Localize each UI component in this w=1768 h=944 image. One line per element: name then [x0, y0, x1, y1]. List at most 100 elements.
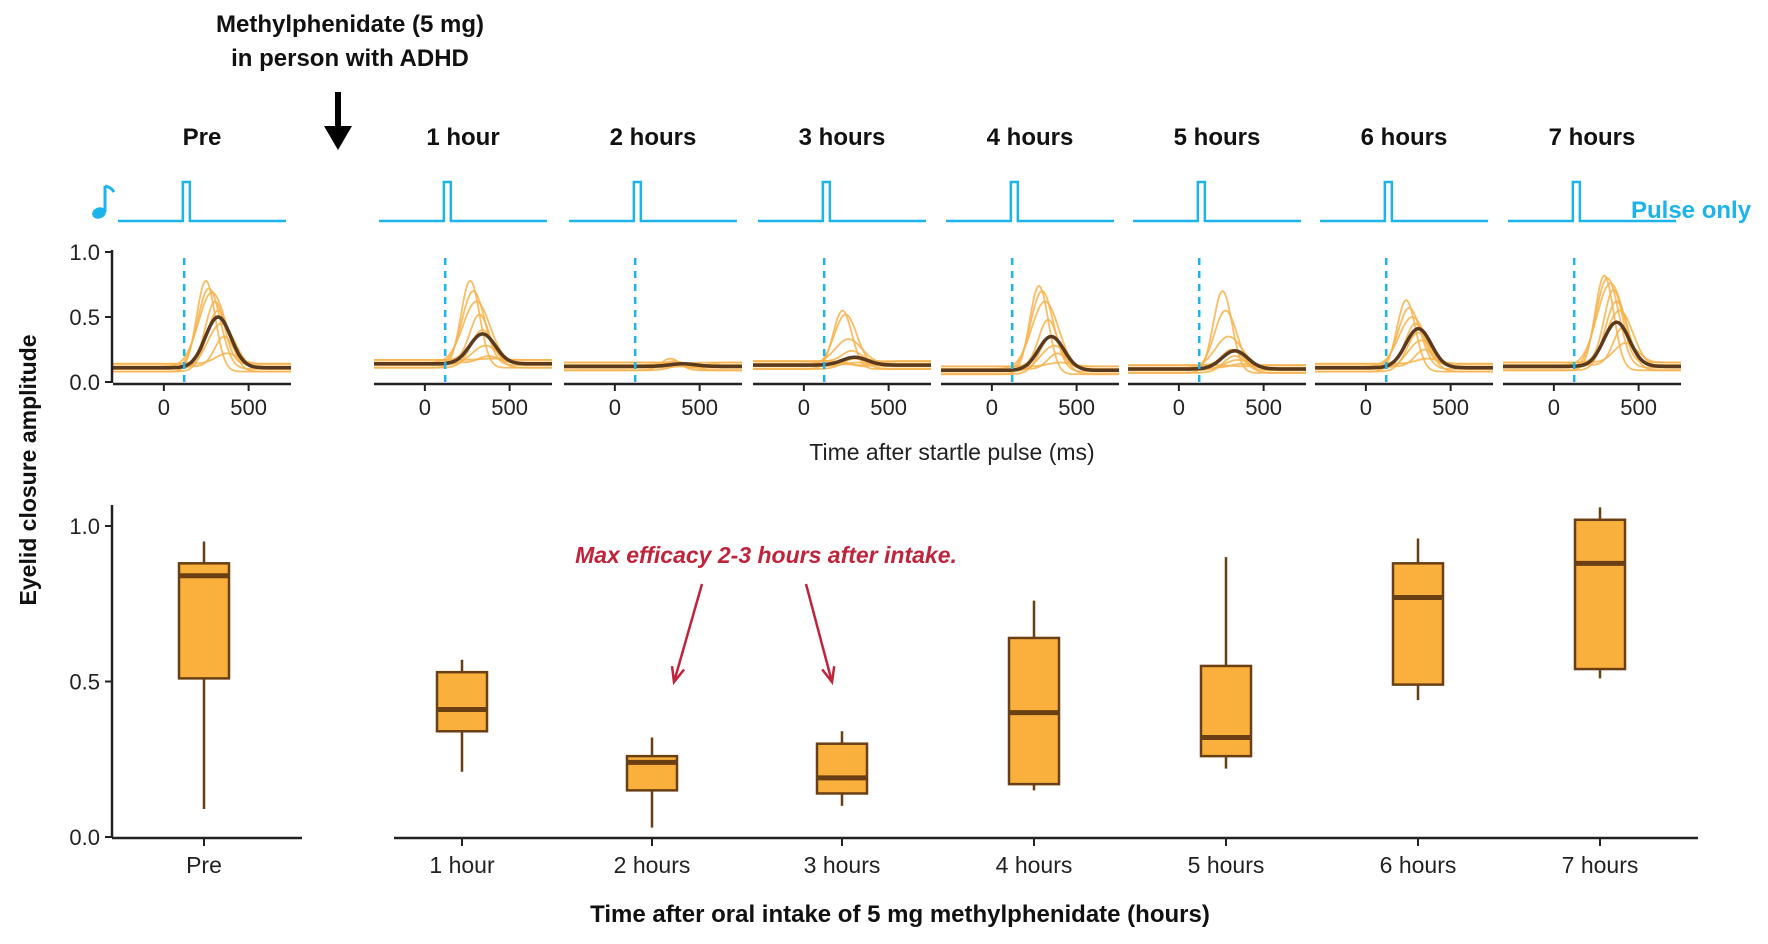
music-note-icon: [92, 184, 116, 219]
individual-trace: [1503, 342, 1681, 364]
trace-panel-2-hours: 0 500: [564, 258, 742, 420]
mean-trace: [1503, 320, 1681, 369]
annotation-text: Max efficacy 2-3 hours after intake.: [575, 542, 957, 568]
x-tick-label: 0: [1360, 395, 1372, 420]
panel-titles: Pre 1 hour 2 hours 3 hours 4 hours 5 hours 6 h…: [183, 124, 1636, 151]
individual-trace: [1503, 300, 1681, 372]
x-tick-label: 500: [230, 395, 267, 420]
individual-trace: [1315, 331, 1493, 373]
x-tick-label: 0: [1173, 395, 1185, 420]
box-x-axis-label: Time after oral intake of 5 mg methylphe…: [590, 901, 1210, 928]
stimulus-pulse-4-hours: [946, 180, 1114, 223]
individual-trace: [941, 361, 1119, 368]
trace-panel-pre: 0 500: [113, 258, 291, 420]
y-tick-label: 1.0: [69, 514, 100, 539]
stimulus-pulse-5-hours: [1133, 180, 1301, 223]
trace-panel-6-hours: 0 500: [1315, 258, 1493, 420]
trace-y-axis: 0.0 0.5 1.0: [69, 240, 114, 395]
box-plot: Pre 1 hour 2 hours 3 hours 4 hours 5 hours 6 h…: [177, 507, 1639, 878]
individual-trace: [1315, 357, 1493, 365]
trace-panel-4-hours: 0 500: [941, 258, 1119, 420]
panel-title-6-hours: 6 hours: [1361, 124, 1448, 151]
x-tick-label: 4 hours: [996, 852, 1073, 878]
box-iqr: [435, 670, 489, 733]
trace-panel-5-hours: 0 500: [1128, 258, 1306, 420]
stimulus-row: [118, 180, 1676, 223]
panel-title-pre: Pre: [183, 124, 222, 151]
annotation: Max efficacy 2-3 hours after intake.: [575, 542, 957, 686]
x-tick-label: 500: [681, 395, 718, 420]
x-tick-label: Pre: [186, 852, 222, 878]
stimulus-pulse-1-hour: [379, 180, 547, 223]
trace-panels: 0 500 0 500 0 500 0 500 0 500 0 500 0 500 0 500: [113, 258, 1681, 420]
mean-trace: [1128, 349, 1306, 371]
mean-trace: [564, 362, 742, 369]
x-tick-label: 500: [1245, 395, 1282, 420]
drug-intake-arrow-icon: [324, 92, 352, 150]
x-tick-label: 0: [419, 395, 431, 420]
box-4-hours: 4 hours: [996, 600, 1073, 878]
drug-title-line2: in person with ADHD: [231, 45, 469, 72]
individual-trace: [564, 364, 742, 372]
x-tick-label: 0: [1548, 395, 1560, 420]
mean-trace: [941, 334, 1119, 373]
x-tick-label: 5 hours: [1188, 852, 1265, 878]
box-2-hours: 2 hours: [614, 737, 691, 878]
individual-trace: [374, 357, 552, 361]
box-iqr: [177, 562, 231, 680]
drug-title-line1: Methylphenidate (5 mg): [216, 11, 484, 38]
mean-trace: [374, 332, 552, 366]
individual-trace: [1315, 299, 1493, 373]
x-tick-label: 1 hour: [429, 852, 495, 878]
y-axis-label: Eyelid closure amplitude: [15, 335, 41, 606]
arrow-3-hours-icon: [804, 583, 834, 683]
box-iqr: [1199, 664, 1253, 758]
x-tick-label: 0: [609, 395, 621, 420]
box-7-hours: 7 hours: [1562, 507, 1639, 878]
x-tick-label: 500: [870, 395, 907, 420]
arrow-2-hours-icon: [672, 583, 704, 683]
x-tick-label: 0: [986, 395, 998, 420]
box-3-hours: 3 hours: [804, 731, 880, 878]
panel-title-5-hours: 5 hours: [1174, 124, 1261, 151]
x-tick-label: 500: [1058, 395, 1095, 420]
x-tick-label: 500: [1432, 395, 1469, 420]
y-tick-label: 0.5: [69, 305, 100, 330]
stimulus-pulse-6-hours: [1320, 180, 1488, 223]
y-tick-label: 0.5: [69, 670, 100, 695]
trace-x-axis-label: Time after startle pulse (ms): [809, 439, 1094, 465]
x-tick-label: 2 hours: [614, 852, 691, 878]
trace-panel-3-hours: 0 500: [753, 258, 931, 420]
panel-title-2-hours: 2 hours: [610, 124, 697, 151]
box-5-hours: 5 hours: [1188, 557, 1265, 878]
individual-trace: [113, 287, 291, 370]
x-tick-label: 7 hours: [1562, 852, 1639, 878]
individual-trace: [1128, 364, 1306, 368]
pulse-only-label: Pulse only: [1631, 197, 1752, 224]
individual-trace: [1315, 316, 1493, 368]
arrow-3-hours-icon-head: [821, 665, 836, 686]
arrow-2-hours-icon-head: [670, 665, 686, 686]
x-tick-label: 500: [1620, 395, 1657, 420]
box-iqr: [1391, 562, 1445, 686]
y-tick-label: 0.0: [69, 370, 100, 395]
panel-title-4-hours: 4 hours: [987, 124, 1074, 151]
individual-trace: [113, 279, 291, 373]
box-1-hour: 1 hour: [429, 659, 495, 878]
individual-trace: [1503, 277, 1681, 369]
panel-title-3-hours: 3 hours: [799, 124, 886, 151]
individual-trace: [1503, 282, 1681, 366]
mean-trace: [1315, 326, 1493, 370]
box-plot-axes: 0.0 0.5 1.0: [69, 505, 1698, 850]
stimulus-pulse-2-hours: [569, 180, 737, 223]
mean-trace: [753, 355, 931, 367]
y-tick-label: 0.0: [69, 825, 100, 850]
trace-panel-7-hours: 0 500: [1503, 258, 1681, 420]
x-tick-label: 500: [491, 395, 528, 420]
box-iqr: [815, 742, 869, 795]
panel-title-1-hour: 1 hour: [426, 124, 499, 151]
individual-trace: [113, 352, 291, 365]
stimulus-pulse-pre: [118, 180, 286, 223]
y-tick-label: 1.0: [69, 240, 100, 265]
